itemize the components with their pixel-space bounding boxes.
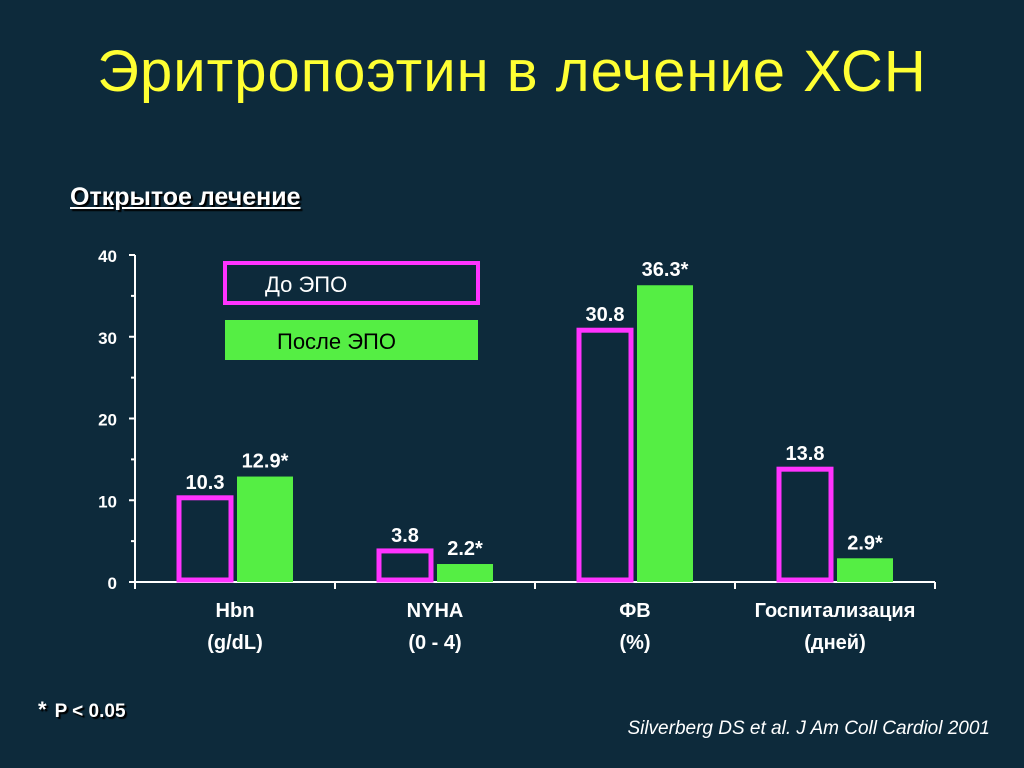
x-tick-label: (0 - 4) [408, 632, 461, 654]
bar-after-epo [437, 564, 493, 582]
data-label: 36.3* [642, 259, 689, 281]
y-tick-label: 0 [108, 574, 117, 593]
legend-label-after: После ЭПО [277, 329, 396, 354]
data-label: 10.3 [186, 472, 225, 494]
footnote: * P < 0.05 [38, 697, 126, 723]
legend-label-before: До ЭПО [265, 272, 347, 297]
bar-after-epo [237, 476, 293, 582]
legend-swatch-before [223, 261, 480, 305]
bar-before-epo [776, 466, 834, 583]
footnote-star: * [38, 697, 47, 722]
data-label: 12.9* [242, 451, 289, 473]
x-tick-label: (дней) [804, 632, 866, 654]
y-tick-label: 20 [98, 411, 117, 430]
data-label: 30.8 [586, 304, 625, 326]
footnote-text: P < 0.05 [54, 701, 126, 722]
data-label: 2.2* [447, 538, 483, 560]
legend-swatch-after [225, 320, 478, 360]
y-tick-label: 30 [98, 329, 117, 348]
data-label: 3.8 [391, 525, 419, 547]
data-label: 13.8 [786, 443, 825, 465]
x-tick-label: Госпитализация [755, 600, 916, 622]
bar-before-epo [176, 495, 234, 583]
bar-before-epo [576, 327, 634, 583]
bar-after-epo [637, 285, 693, 582]
x-tick-label: Hbn [216, 600, 255, 622]
y-tick-label: 10 [98, 492, 117, 511]
chart-subtitle: Открытое лечение [70, 183, 301, 211]
x-tick-label: (%) [619, 632, 650, 654]
slide-title: Эритропоэтин в лечение ХСН [97, 39, 927, 104]
bar-after-epo [837, 558, 893, 582]
data-label: 2.9* [847, 532, 883, 554]
x-tick-label: NYHA [407, 600, 464, 622]
citation: Silverberg DS et al. J Am Coll Cardiol 2… [627, 718, 990, 739]
x-tick-label: ФВ [619, 600, 651, 622]
bar-before-epo [376, 548, 434, 583]
x-tick-label: (g/dL) [207, 632, 263, 654]
y-tick-label: 40 [98, 247, 117, 266]
